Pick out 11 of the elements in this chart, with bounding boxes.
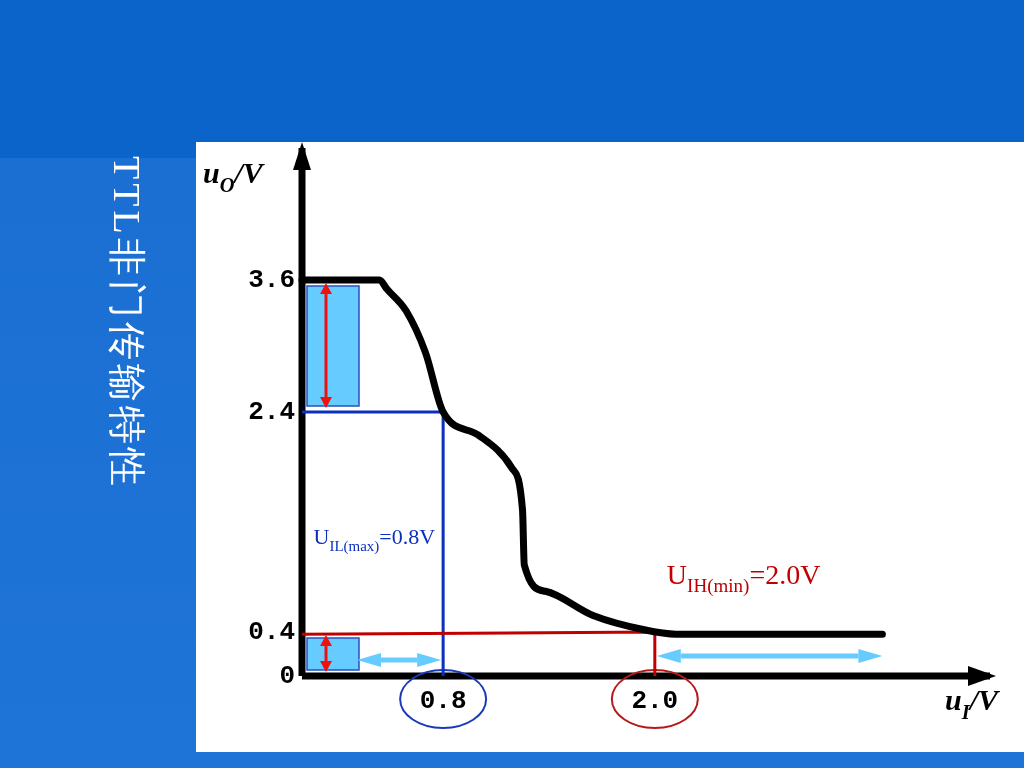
series-label: U$_{IH(min)}$=2.0V — [666, 559, 821, 598]
x-axis-title: u$_{I}$/V — [945, 683, 1001, 723]
series-label: U$_{IL(max)}$=0.8V — [313, 524, 436, 555]
x-tick-label: 2.0 — [631, 686, 679, 716]
y-tick-label: 0 — [279, 660, 295, 691]
text: TTL非门传输特性 — [106, 156, 148, 490]
y-tick-label: 3.6 — [248, 264, 295, 295]
y-tick-label: 0.4 — [248, 616, 295, 647]
x-tick-label: 0.8 — [419, 686, 467, 716]
y-tick-label: 2.4 — [248, 396, 295, 427]
y-axis-title: u$_{O}$/V — [203, 156, 266, 196]
